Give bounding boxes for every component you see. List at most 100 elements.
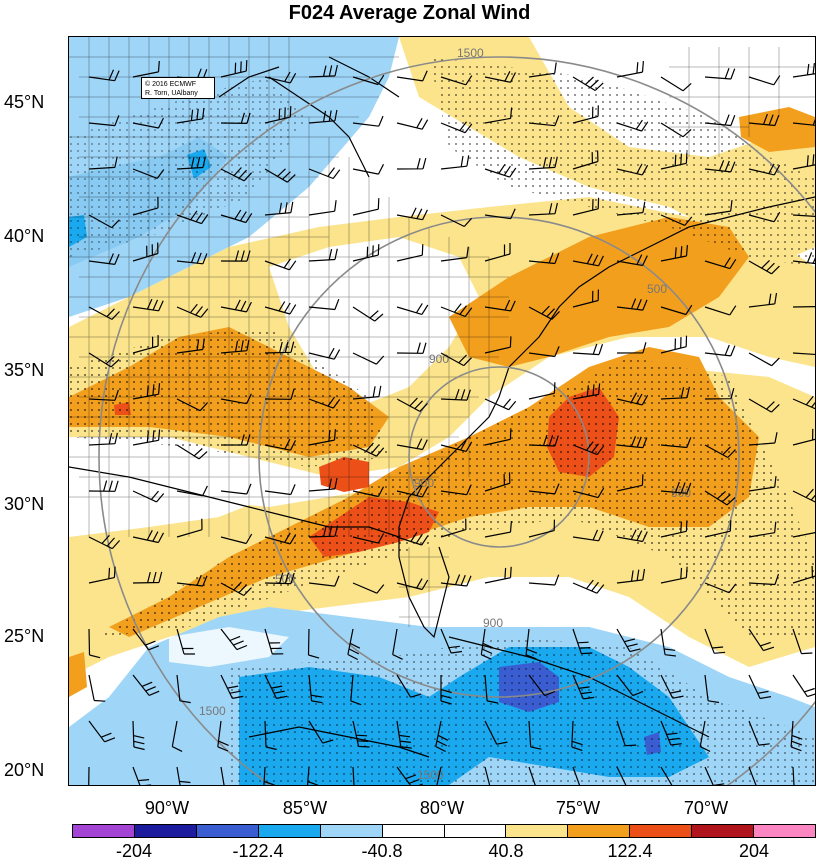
wind-barb xyxy=(792,395,815,410)
wind-barb xyxy=(572,383,601,400)
wind-barb xyxy=(440,389,471,401)
wind-barb xyxy=(88,214,120,229)
wind-barb xyxy=(308,64,338,78)
wind-barb xyxy=(88,628,101,659)
colorbar-segment xyxy=(630,825,693,837)
wind-barb xyxy=(264,201,294,216)
wind-barb xyxy=(263,766,275,785)
wind-barb xyxy=(440,303,473,318)
wind-barb xyxy=(484,208,516,220)
wind-barb xyxy=(264,572,295,585)
wind-barb xyxy=(484,243,511,262)
wind-barb xyxy=(440,518,467,538)
wind-barb xyxy=(440,246,469,262)
wind-barb xyxy=(699,720,711,752)
colorbar-label: -122.4 xyxy=(232,841,284,861)
longitude-label: 85°W xyxy=(282,798,328,818)
wind-barb xyxy=(660,214,693,226)
colorbar-segment xyxy=(320,825,383,837)
wind-barb xyxy=(220,209,253,224)
wind-barb xyxy=(308,477,338,492)
wind-barb xyxy=(484,472,511,492)
wind-barb xyxy=(306,766,319,785)
wind-barb xyxy=(704,200,733,216)
wind-barb xyxy=(264,532,297,545)
wind-barb xyxy=(748,720,770,746)
wind-barb xyxy=(792,674,815,698)
wind-barb xyxy=(748,75,781,86)
wind-barb xyxy=(347,628,361,661)
colorbar-label: -40.8 xyxy=(361,841,403,861)
colorbar-segment xyxy=(754,825,816,837)
wind-barb xyxy=(616,720,637,747)
wind-barb xyxy=(572,253,604,267)
range-ring-outer xyxy=(98,56,815,785)
wind-barb xyxy=(704,674,720,704)
wind-barb xyxy=(572,529,604,542)
wind-barb xyxy=(616,766,627,785)
shade-orange-west-spot xyxy=(69,652,87,697)
wind-barb xyxy=(660,245,688,262)
wind-barb xyxy=(660,628,676,657)
wind-barb xyxy=(264,341,295,354)
wind-barb xyxy=(528,766,536,785)
wind-barb xyxy=(436,766,442,785)
range-label: 900 xyxy=(429,352,449,366)
wind-barb xyxy=(132,298,164,312)
wind-barb xyxy=(132,720,145,751)
wind-barb xyxy=(792,488,815,503)
wind-barb xyxy=(660,76,692,92)
wind-barb xyxy=(176,210,209,225)
wind-barb xyxy=(176,485,208,497)
wind-barb xyxy=(132,383,161,400)
wind-barb xyxy=(572,105,599,124)
wind-barb xyxy=(748,352,780,367)
wind-barb xyxy=(308,674,323,704)
wind-barb xyxy=(484,566,512,584)
wind-barb xyxy=(528,156,558,170)
wind-barb xyxy=(572,579,605,594)
wind-barb xyxy=(440,121,473,134)
wind-barb xyxy=(396,157,427,170)
latitude-label: 20°N xyxy=(4,760,45,780)
wind-barb xyxy=(220,60,248,78)
shade-white-gulf-coast xyxy=(169,627,289,667)
wind-barb xyxy=(484,336,512,354)
wind-barb xyxy=(616,436,648,449)
wind-barb xyxy=(528,574,560,586)
wind-barb xyxy=(660,304,693,316)
wind-barb xyxy=(748,766,757,785)
wind-barb xyxy=(704,444,736,459)
wind-barb xyxy=(748,398,780,413)
wind-barb xyxy=(525,628,538,660)
wind-barb xyxy=(792,428,815,446)
stipple-caribbean xyxy=(229,637,815,785)
wind-barb xyxy=(308,396,341,409)
wind-barb xyxy=(396,531,429,546)
wind-barb xyxy=(704,305,737,316)
wind-barb xyxy=(528,346,560,358)
wind-barb xyxy=(660,720,682,746)
wind-barb xyxy=(528,434,559,447)
wind-barb xyxy=(616,254,648,267)
wind-barb xyxy=(308,525,339,538)
wind-barb xyxy=(748,432,778,446)
wind-barb xyxy=(792,63,815,78)
wind-barbs xyxy=(88,60,815,785)
wind-barb xyxy=(308,575,340,587)
wind-barb xyxy=(352,74,385,86)
colorbar-segment xyxy=(196,825,259,837)
wind-barb xyxy=(220,483,252,495)
latitude-label: 30°N xyxy=(4,494,45,514)
wind-barb xyxy=(88,253,120,265)
wind-barb xyxy=(704,160,736,173)
wind-barb xyxy=(396,485,429,498)
wind-barb xyxy=(88,534,121,550)
wind-barb xyxy=(264,258,297,271)
wind-barb xyxy=(176,518,203,538)
wind-barb xyxy=(176,674,191,704)
wind-barb xyxy=(264,628,284,655)
wind-barb xyxy=(221,434,251,446)
longitude-label: 70°W xyxy=(683,798,729,818)
wind-barb xyxy=(528,62,557,78)
